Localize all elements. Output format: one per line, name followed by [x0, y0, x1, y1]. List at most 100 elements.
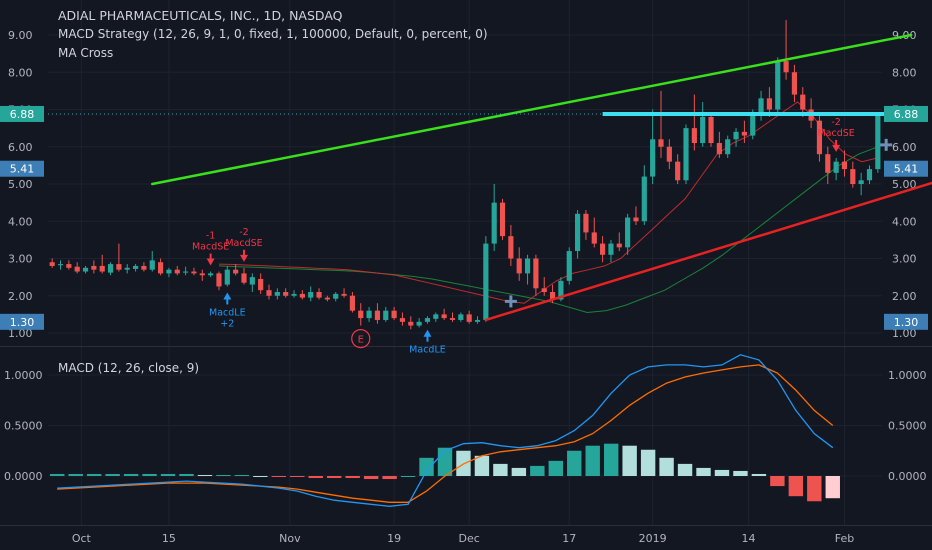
candle-body — [633, 217, 639, 222]
last-price-badge-left-bg — [0, 105, 44, 122]
price-tick-left: 4.00 — [8, 215, 33, 228]
candle-body — [441, 314, 447, 319]
strategy-label[interactable]: MACD Strategy (12, 26, 9, 1, 0, fixed, 1… — [58, 27, 488, 41]
price-tick-right: 2.00 — [892, 290, 917, 303]
macd-histogram-bar — [419, 457, 434, 476]
macd-histogram-bar — [659, 457, 674, 476]
candle-body — [174, 269, 180, 274]
candle-body — [132, 265, 139, 269]
candle-body — [616, 243, 622, 248]
candle-body — [258, 278, 264, 291]
candle-body — [741, 131, 747, 136]
candle-body — [124, 267, 130, 270]
candle-body — [74, 266, 80, 272]
candle-body — [358, 310, 364, 319]
macd-histogram-bar — [253, 476, 268, 477]
candle-body — [374, 310, 381, 320]
candle-body — [474, 319, 481, 322]
upper-trendline — [151, 33, 913, 186]
macd-tick-left: 0.5000 — [4, 420, 43, 433]
short-signal-label: MacdSE — [817, 128, 854, 139]
candle-body — [758, 98, 764, 114]
candle-body — [733, 131, 739, 140]
macd-histogram-bar — [603, 443, 619, 476]
candle-body — [241, 273, 247, 283]
candle-body — [408, 321, 414, 326]
short-arrow — [239, 254, 248, 262]
candle-body — [291, 293, 297, 296]
candle-body — [650, 139, 656, 177]
x-tick-label: 17 — [562, 532, 576, 545]
candle-body — [324, 297, 330, 300]
candle-body — [416, 321, 422, 326]
candle-body — [399, 318, 406, 322]
price-tick-right: 8.00 — [892, 66, 917, 79]
earnings-marker — [351, 328, 371, 349]
x-tick-label: 19 — [387, 532, 401, 545]
candle-body — [391, 310, 397, 319]
macd-tick-right: 1.0000 — [888, 369, 927, 382]
macd-histogram-bar — [123, 473, 139, 476]
candle-body — [91, 265, 97, 270]
candle-body — [233, 269, 239, 274]
last-price-badge-right: 6.88 — [894, 108, 919, 121]
candle-body — [224, 269, 230, 285]
macd-title[interactable]: MACD (12, 26, close, 9) — [58, 361, 200, 375]
candle-body — [49, 262, 55, 266]
candle-body — [216, 273, 222, 287]
candle-body — [850, 169, 856, 184]
candle-body — [666, 146, 672, 162]
candle-body — [625, 217, 631, 248]
macd-histogram-bar — [733, 470, 748, 476]
candle-body — [199, 273, 205, 276]
candle-body — [149, 260, 155, 270]
short-signal-label: MacdSE — [192, 242, 229, 253]
candle-body — [783, 61, 789, 73]
x-tick-label: 15 — [162, 532, 176, 545]
candle-body — [675, 161, 681, 181]
price-tick-right: 4.00 — [892, 215, 917, 228]
short-arrow — [832, 144, 841, 152]
x-tick-label: 14 — [742, 532, 756, 545]
x-tick-label: 2019 — [639, 532, 667, 545]
candle-body — [341, 293, 347, 296]
candle-body — [491, 202, 497, 244]
short-signal-label: MacdSE — [225, 238, 262, 249]
candle-body — [116, 264, 122, 270]
macd-histogram-bar — [345, 476, 360, 479]
long-signal-label: MacdLE — [209, 307, 246, 318]
fast-ma-line — [218, 101, 878, 304]
long-arrow — [423, 329, 432, 337]
macd-histogram-bar — [677, 463, 693, 476]
macd-histogram-bar — [770, 476, 785, 487]
macd-histogram-bar — [382, 476, 397, 480]
last-price-badge-right-bg — [884, 105, 928, 122]
macd-histogram-bar — [179, 473, 194, 476]
candle-body — [708, 116, 714, 144]
candle-body — [299, 293, 305, 298]
candle-body — [158, 262, 164, 274]
candle-body — [833, 161, 839, 173]
macd-histogram-bar — [714, 469, 730, 476]
candle-body — [524, 258, 531, 274]
candle-body — [875, 113, 881, 170]
indicator-label[interactable]: MA Cross — [58, 46, 114, 60]
marker-price-badge-left: 5.41 — [10, 163, 35, 176]
candle-body — [691, 128, 697, 144]
price-tick-left: 6.00 — [8, 141, 33, 154]
macd-histogram-bar — [437, 447, 453, 476]
x-tick-label: Nov — [279, 532, 301, 545]
macd-histogram-bar — [105, 473, 120, 476]
last-price-badge-left: 6.88 — [10, 108, 35, 121]
low-price-badge-left: 1.30 — [10, 316, 35, 329]
candle-body — [575, 213, 581, 252]
macd-pane — [50, 354, 840, 507]
price-tick-right: 6.00 — [892, 141, 917, 154]
candle-body — [66, 264, 72, 268]
candle-body — [449, 318, 456, 320]
candle-body — [499, 202, 506, 237]
macd-histogram-bar — [825, 476, 840, 499]
marker-price-badge-right-bg — [884, 160, 928, 177]
candle-body — [183, 271, 189, 273]
